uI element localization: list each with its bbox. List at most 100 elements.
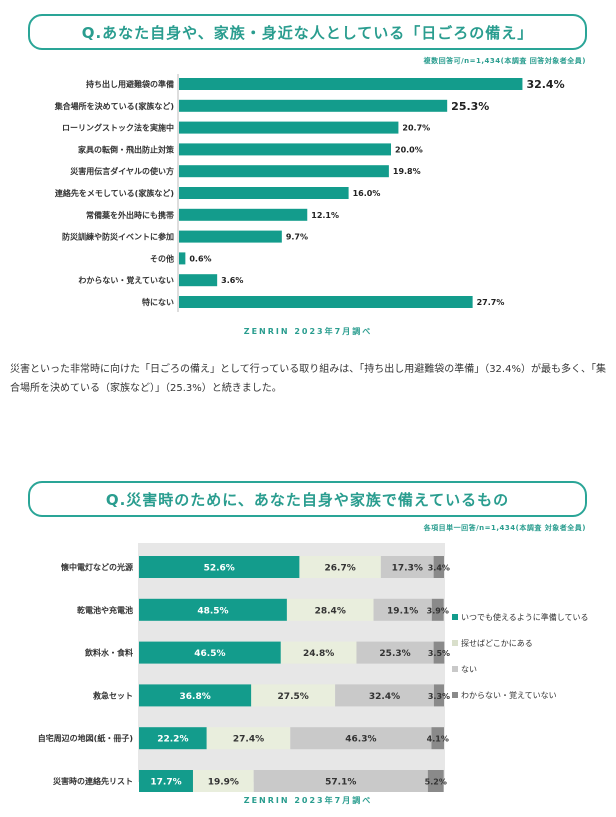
- chart1-value-label: 20.7%: [402, 124, 430, 133]
- chart2-category-label: 自宅周辺の地図(紙・冊子): [38, 733, 133, 743]
- chart2-segment-label: 52.6%: [204, 564, 235, 574]
- chart1-bar: [179, 274, 218, 287]
- chart2-bar-segment: [253, 770, 428, 792]
- chart1-category-label: 連絡先をメモしている(家族など): [55, 188, 174, 198]
- chart2-segment-label: 27.4%: [233, 735, 264, 745]
- chart2-segment-label: 19.9%: [208, 778, 239, 788]
- chart2-category-label: 飲料水・食料: [84, 648, 133, 658]
- chart1-category-label: 災害用伝言ダイヤルの使い方: [69, 166, 174, 176]
- chart2-segment-label: 3.4%: [428, 564, 450, 573]
- chart1-svg: 持ち出し用避難袋の準備 32.4% 集合場所を決めている(家族など) 25.3% ローリ…: [54, 74, 565, 312]
- chart1-value-label: 32.4%: [526, 78, 564, 91]
- chart1-value-label: 12.1%: [311, 211, 339, 220]
- chart2-note: 各項目単一回答/n=1,434(本調査 対象者全員): [423, 524, 586, 532]
- chart1-title: Q.あなた自身や、家族・身近な人としている「日ごろの備え」: [28, 14, 587, 50]
- chart1-value-label: 16.0%: [353, 189, 381, 198]
- chart2-category-label: 乾電池や充電池: [77, 605, 133, 615]
- chart2-segment-label: 36.8%: [180, 692, 211, 702]
- chart2-bar-segment: [139, 684, 252, 707]
- chart1-bar: [179, 230, 282, 243]
- chart2-legend-swatch: [452, 692, 458, 698]
- chart2-bar-segment: [139, 556, 300, 578]
- chart2-segment-label: 25.3%: [379, 649, 410, 659]
- chart2-legend-label: ない: [461, 665, 477, 674]
- chart1-bar: [179, 165, 389, 178]
- summary-paragraph: 災害といった非常時に向けた「日ごろの備え」として行っている取り組みは、「持ち出し…: [10, 364, 606, 394]
- chart2-segment-label: 26.7%: [325, 564, 356, 574]
- chart1-value-label: 27.7%: [477, 298, 505, 307]
- chart2-segment-label: 3.9%: [427, 606, 449, 615]
- chart2-bar-segment: [251, 684, 336, 707]
- chart1-bar: [179, 296, 473, 308]
- chart2-bar-segment: [431, 727, 444, 750]
- chart1-bar: [179, 121, 399, 134]
- chart2-bar-segment: [433, 556, 444, 578]
- chart2-segment-label: 3.3%: [428, 692, 450, 701]
- chart2-bar-segment: [356, 641, 434, 664]
- chart1-category-label: 特にない: [142, 297, 174, 307]
- chart2-title: Q.災害時のために、あなた自身や家族で備えているもの: [28, 481, 587, 517]
- chart1-category-label: 持ち出し用避難袋の準備: [86, 79, 174, 89]
- chart2-bar-segment: [433, 684, 444, 707]
- chart2-bar-segment: [373, 598, 432, 621]
- chart2-bar-segment: [192, 770, 254, 792]
- chart2-legend-label: 探せばどこかにある: [461, 638, 533, 648]
- chart2-bar-segment: [139, 598, 287, 621]
- chart1-category-label: その他: [150, 253, 174, 263]
- chart2-category-label: 災害時の連絡先リスト: [52, 776, 133, 786]
- chart1-value-label: 0.6%: [189, 254, 211, 263]
- chart2-segment-label: 28.4%: [315, 606, 346, 616]
- chart2-segment-label: 4.1%: [427, 735, 449, 744]
- chart2-bar-segment: [139, 770, 193, 792]
- chart1-value-label: 19.8%: [393, 167, 421, 176]
- chart2-segment-label: 32.4%: [369, 692, 400, 702]
- chart2-segment-label: 17.3%: [392, 564, 423, 574]
- chart1-note: 複数回答可/n=1,434(本調査 回答対象者全員): [423, 57, 586, 65]
- chart2-bar-segment: [427, 770, 444, 792]
- chart2-bar-segment: [286, 598, 374, 621]
- chart2-bar-segment: [280, 641, 357, 664]
- chart1-bar: [179, 78, 523, 90]
- chart2-bar-segment: [380, 556, 434, 578]
- chart1-category-label: 家具の転倒・飛出防止対策: [78, 144, 175, 154]
- chart2-bar-segment: [139, 727, 207, 750]
- chart2-legend-swatch: [452, 640, 458, 646]
- chart2-segment-label: 17.7%: [150, 778, 181, 788]
- chart1-bar: [179, 252, 186, 265]
- chart1-bar: [179, 143, 391, 156]
- chart2-legend-label: いつでも使えるように準備している: [461, 612, 589, 622]
- chart2-bar-segment: [433, 641, 445, 664]
- chart2-segment-label: 46.3%: [345, 735, 376, 745]
- chart2-legend-swatch: [452, 666, 458, 672]
- chart1-category-label: 集合場所を決めている(家族など): [54, 101, 174, 111]
- chart2-legend-label: わからない・覚えていない: [461, 690, 557, 700]
- chart2-bar-segment: [431, 598, 444, 621]
- chart2-segment-label: 22.2%: [157, 735, 188, 745]
- chart2-segment-label: 19.1%: [387, 606, 418, 616]
- chart2-bar-segment: [299, 556, 381, 578]
- chart1-category-label: 防災訓練や防災イベントに参加: [62, 232, 174, 242]
- chart1-category-label: ローリングストック法を実施中: [62, 123, 174, 133]
- chart2-segment-label: 5.2%: [425, 778, 447, 787]
- chart2-segment-label: 46.5%: [194, 649, 225, 659]
- chart1-source: ZENRIN 2023年7月調べ: [243, 327, 373, 336]
- chart1-category-label: わからない・覚えていない: [78, 275, 174, 285]
- chart1-category-label: 常備薬を外出時にも携帯: [86, 210, 174, 220]
- chart2-source: ZENRIN 2023年7月調べ: [243, 796, 373, 805]
- chart1-value-label: 25.3%: [451, 100, 489, 113]
- chart2-category-label: 懐中電灯などの光源: [60, 562, 133, 572]
- chart2-segment-label: 48.5%: [197, 606, 228, 616]
- chart1-value-label: 9.7%: [286, 233, 308, 242]
- chart1-bar: [179, 208, 308, 221]
- chart1-value-label: 3.6%: [221, 276, 243, 285]
- chart2-bar-segment: [139, 641, 281, 664]
- chart2-segment-label: 27.5%: [278, 692, 309, 702]
- chart2-bar-segment: [290, 727, 432, 750]
- chart1-bar: [179, 99, 448, 112]
- chart2-segment-label: 57.1%: [325, 778, 356, 788]
- chart2-bar-segment: [335, 684, 434, 707]
- chart2-legend-swatch: [452, 614, 458, 620]
- chart2-segment-label: 3.5%: [428, 649, 450, 658]
- chart2-bar-segment: [206, 727, 291, 750]
- chart1-bar: [179, 187, 349, 199]
